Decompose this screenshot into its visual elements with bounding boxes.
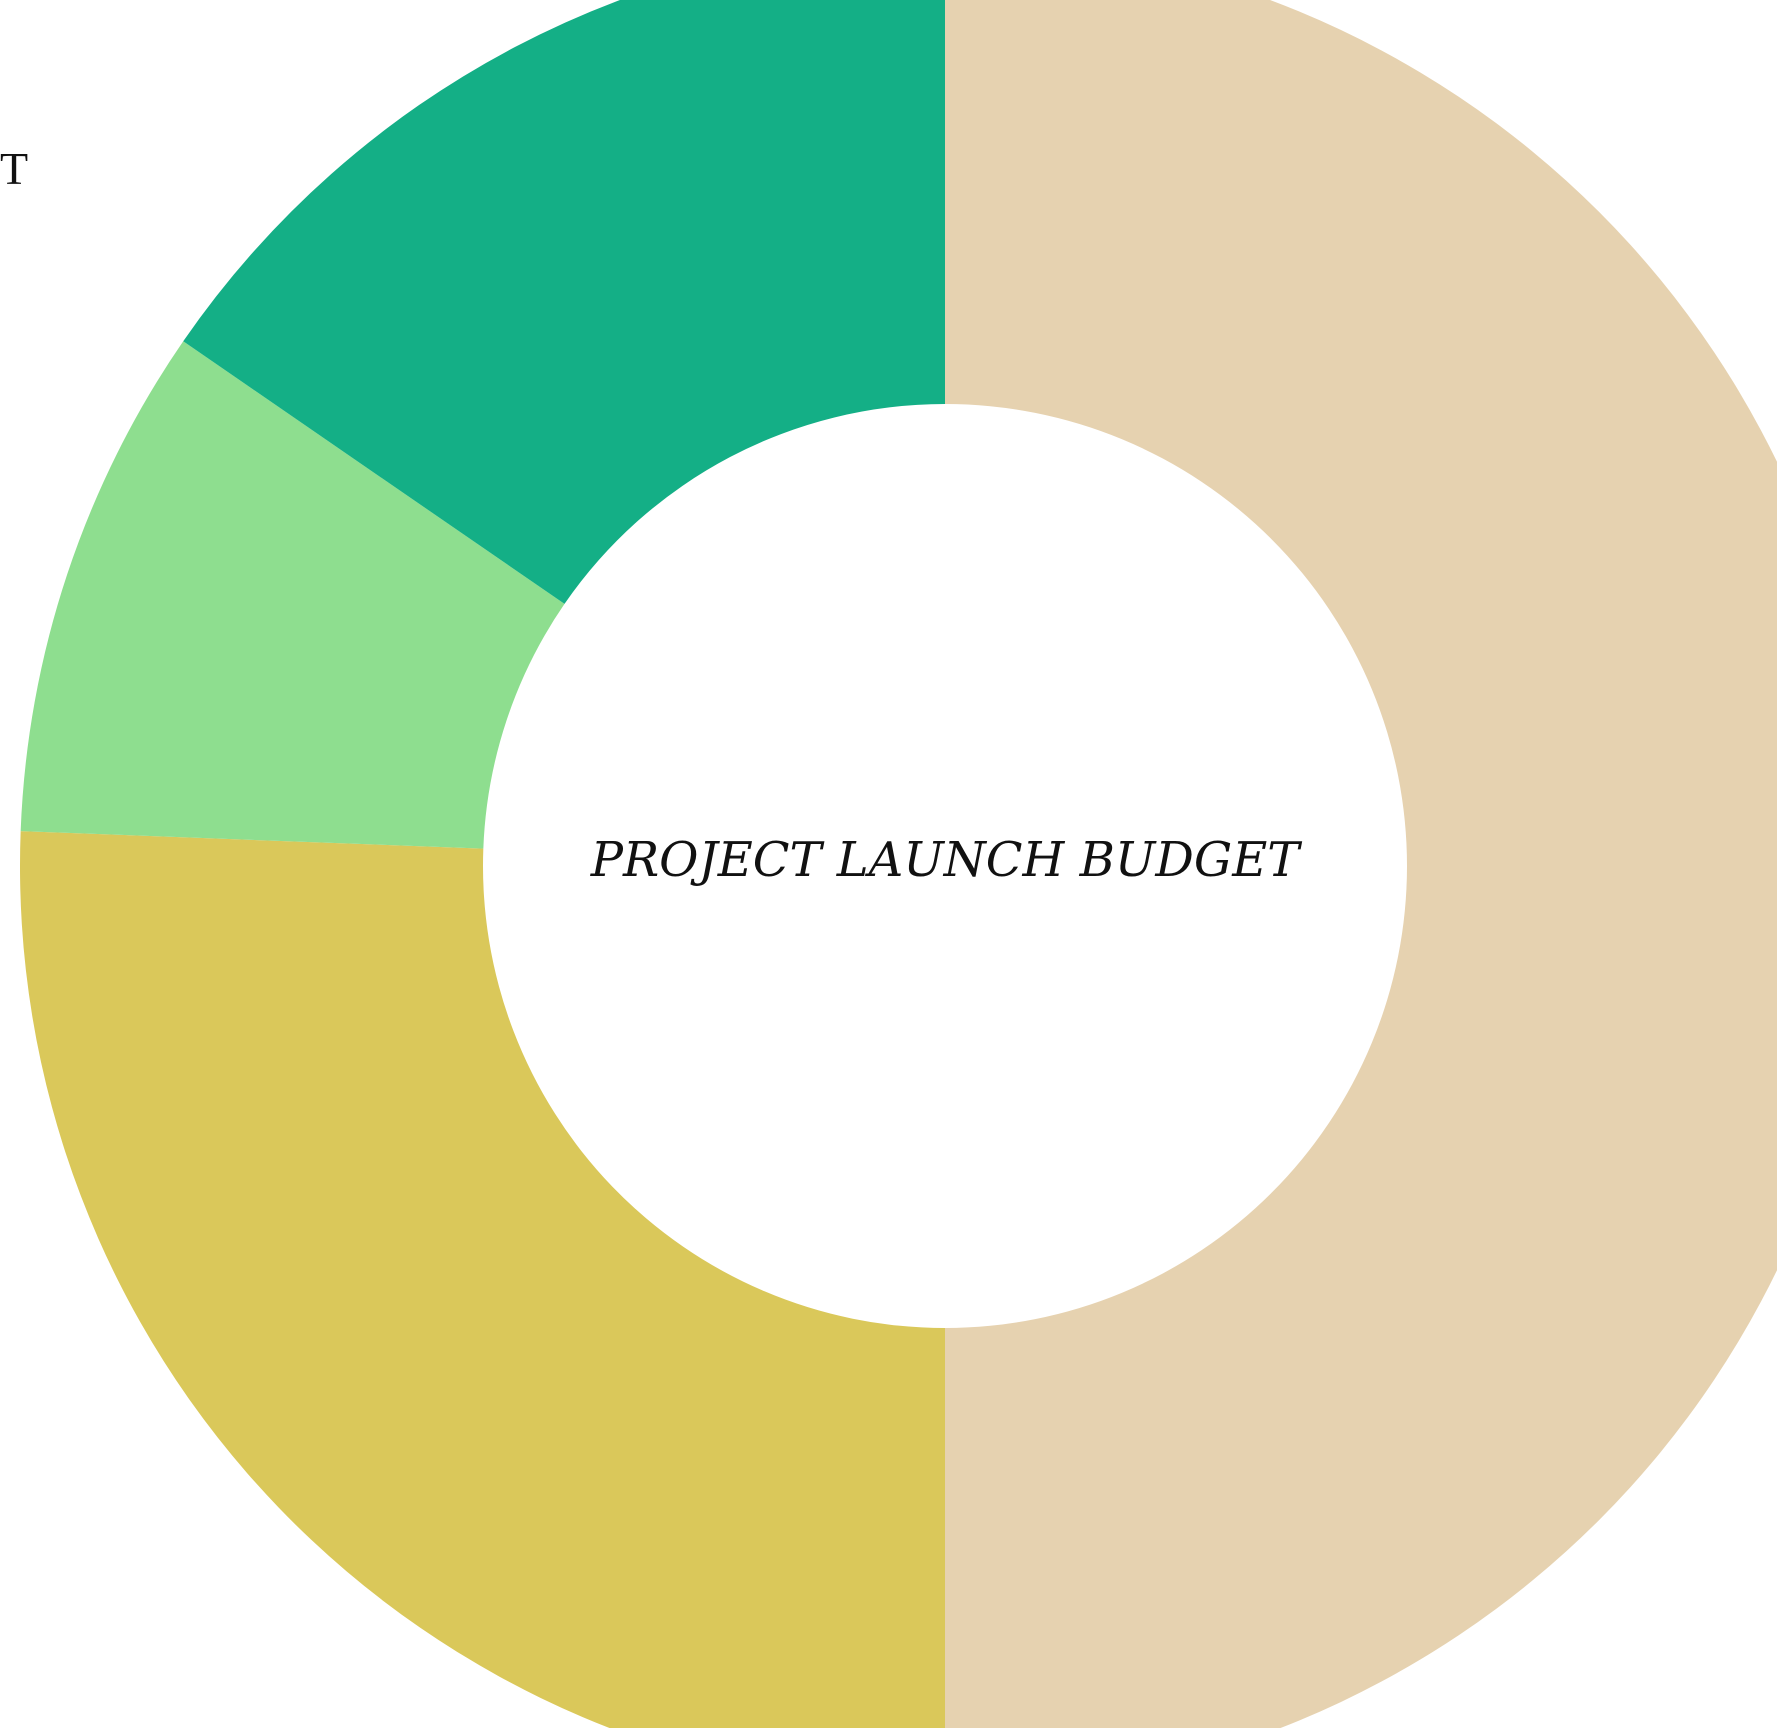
donut-slice-3 xyxy=(20,341,565,849)
donut-slices xyxy=(20,0,1777,1728)
donut-slice-1 xyxy=(945,0,1777,1728)
edge-glyph-text: T xyxy=(0,143,29,194)
donut-slice-2 xyxy=(20,831,945,1728)
donut-slice-4 xyxy=(183,0,945,604)
center-label: PROJECT LAUNCH BUDGET xyxy=(590,832,1303,888)
